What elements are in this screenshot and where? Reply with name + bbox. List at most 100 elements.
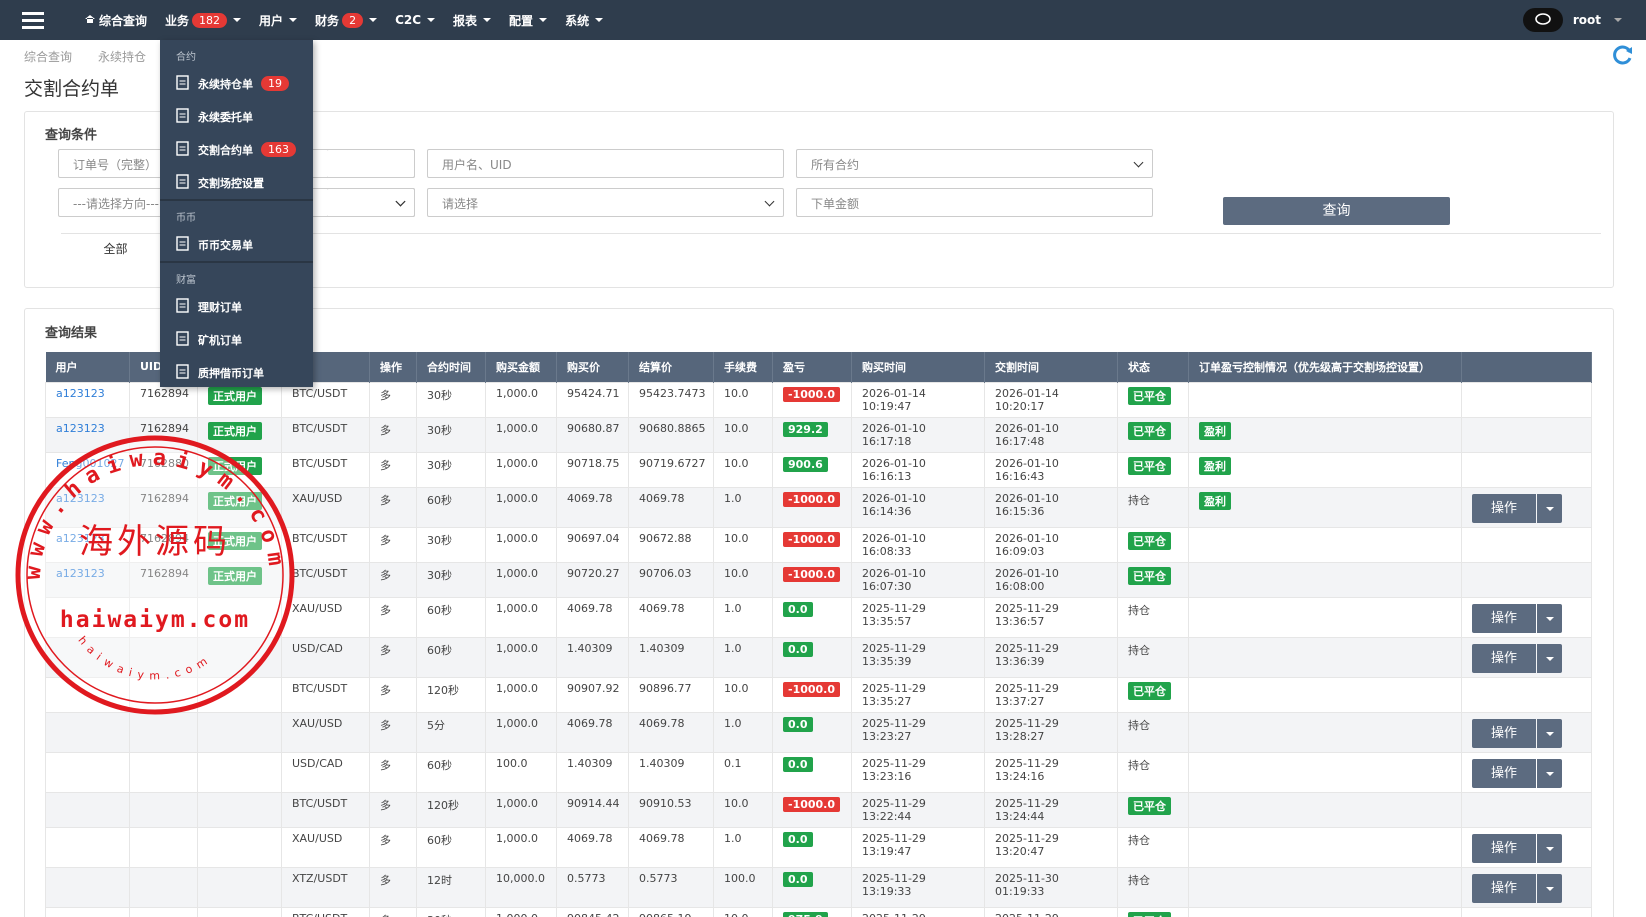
- menu-item[interactable]: 永续持仓单19: [160, 67, 313, 100]
- nav-item[interactable]: 系统: [565, 12, 603, 29]
- cell: 975.9: [773, 907, 852, 917]
- cell: 盈利: [1189, 417, 1462, 452]
- column-header: 手续费: [714, 352, 773, 382]
- action-label[interactable]: 操作: [1472, 644, 1536, 673]
- menu-item[interactable]: 币币交易单: [160, 228, 313, 261]
- nav-item[interactable]: 配置: [509, 12, 547, 29]
- cell: 多: [370, 907, 417, 917]
- action-button[interactable]: 操作: [1472, 759, 1562, 788]
- action-caret[interactable]: [1537, 644, 1562, 673]
- cell: 多: [370, 487, 417, 527]
- cell: 正式用户: [198, 417, 282, 452]
- select-field[interactable]: 所有合约: [796, 149, 1153, 178]
- cell: 已平仓: [1118, 792, 1189, 827]
- refresh-button[interactable]: [1612, 44, 1634, 66]
- user-link[interactable]: Feng001027: [56, 457, 124, 470]
- chat-button[interactable]: [1523, 8, 1563, 32]
- buy-price: 4069.78: [567, 602, 613, 615]
- cell: 100.0: [714, 867, 773, 907]
- action-caret[interactable]: [1537, 874, 1562, 903]
- action-label[interactable]: 操作: [1472, 604, 1536, 633]
- table-row: BTC/USDT多30秒1,000.090845.4290865.1910.09…: [46, 907, 1592, 917]
- cell: 2025-11-29 13:37:27: [985, 677, 1118, 712]
- action-label[interactable]: 操作: [1472, 494, 1536, 523]
- action-caret[interactable]: [1537, 834, 1562, 863]
- user-link[interactable]: a123123: [56, 422, 105, 435]
- cell: [1462, 792, 1592, 827]
- duration: 30秒: [427, 534, 452, 547]
- symbol: BTC/USDT: [292, 532, 347, 545]
- status: 持仓: [1128, 644, 1150, 657]
- symbol: XAU/USD: [292, 717, 342, 730]
- cell: [1189, 792, 1462, 827]
- cell: 0.1: [714, 752, 773, 792]
- username[interactable]: root: [1573, 13, 1601, 27]
- cell: 7162880: [130, 452, 198, 487]
- action-caret[interactable]: [1537, 604, 1562, 633]
- nav-item[interactable]: 业务182: [165, 12, 241, 29]
- cell: 1,000.0: [486, 712, 557, 752]
- pnl-badge: 0.0: [783, 717, 813, 732]
- status: 已平仓: [1128, 912, 1171, 917]
- action-button[interactable]: 操作: [1472, 604, 1562, 633]
- buy-price: 90720.27: [567, 567, 620, 580]
- column-header: 操作: [370, 352, 417, 382]
- input-field[interactable]: 用户名、UID: [427, 149, 784, 178]
- menu-item[interactable]: 永续委托单: [160, 100, 313, 133]
- menu-item[interactable]: 理财订单: [160, 290, 313, 323]
- cell: 操作: [1462, 867, 1592, 907]
- crumb[interactable]: 永续持仓: [98, 48, 146, 65]
- menu-item[interactable]: 交割场控设置: [160, 166, 313, 199]
- amount: 1,000.0: [496, 422, 538, 435]
- direction: 多: [380, 604, 391, 617]
- action-label[interactable]: 操作: [1472, 719, 1536, 748]
- cell: 正式用户: [198, 527, 282, 562]
- action-button[interactable]: 操作: [1472, 834, 1562, 863]
- action-button[interactable]: 操作: [1472, 719, 1562, 748]
- nav-label: 用户: [259, 12, 283, 29]
- pnl-badge: -1000.0: [783, 797, 840, 812]
- input-field[interactable]: [327, 149, 415, 178]
- search-button[interactable]: 查询: [1223, 197, 1450, 225]
- direction: 多: [380, 424, 391, 437]
- user-link[interactable]: a123123: [56, 567, 105, 580]
- crumb[interactable]: 综合查询: [24, 48, 72, 65]
- select-field[interactable]: [327, 188, 415, 217]
- cell: [46, 637, 130, 677]
- cell: [198, 907, 282, 917]
- action-label[interactable]: 操作: [1472, 834, 1536, 863]
- action-caret[interactable]: [1537, 494, 1562, 523]
- action-label[interactable]: 操作: [1472, 759, 1536, 788]
- input-field[interactable]: 下单金额: [796, 188, 1153, 217]
- pnl-badge: 929.2: [783, 422, 828, 437]
- menu-item[interactable]: 交割合约单163: [160, 133, 313, 166]
- action-label[interactable]: 操作: [1472, 874, 1536, 903]
- nav-item[interactable]: 报表: [453, 12, 491, 29]
- buy-price: 4069.78: [567, 492, 613, 505]
- user-link[interactable]: a123123: [56, 532, 105, 545]
- menu-toggle[interactable]: [22, 11, 44, 29]
- action-button[interactable]: 操作: [1472, 494, 1562, 523]
- cell: [130, 907, 198, 917]
- nav-item[interactable]: C2C: [395, 13, 435, 27]
- cell: [1462, 452, 1592, 487]
- menu-item[interactable]: 矿机订单: [160, 323, 313, 356]
- nav-item[interactable]: 用户: [259, 12, 297, 29]
- user-link[interactable]: a123123: [56, 492, 105, 505]
- user-link[interactable]: a123123: [56, 387, 105, 400]
- action-caret[interactable]: [1537, 759, 1562, 788]
- buy-time: 2025-11-29 13:22:44: [862, 797, 926, 823]
- action-button[interactable]: 操作: [1472, 874, 1562, 903]
- nav-item[interactable]: 综合查询: [84, 12, 147, 29]
- cell: [1189, 867, 1462, 907]
- menu-item[interactable]: 质押借币订单: [160, 356, 313, 389]
- fee: 10.0: [724, 682, 749, 695]
- cell: 30秒: [417, 562, 486, 597]
- tab[interactable]: 全部: [61, 234, 171, 264]
- cell: 2026-01-10 16:07:30: [852, 562, 985, 597]
- action-button[interactable]: 操作: [1472, 644, 1562, 673]
- action-caret[interactable]: [1537, 719, 1562, 748]
- nav-item[interactable]: 财务2: [315, 12, 377, 29]
- select-field[interactable]: 请选择: [427, 188, 784, 217]
- buy-price: 1.40309: [567, 642, 613, 655]
